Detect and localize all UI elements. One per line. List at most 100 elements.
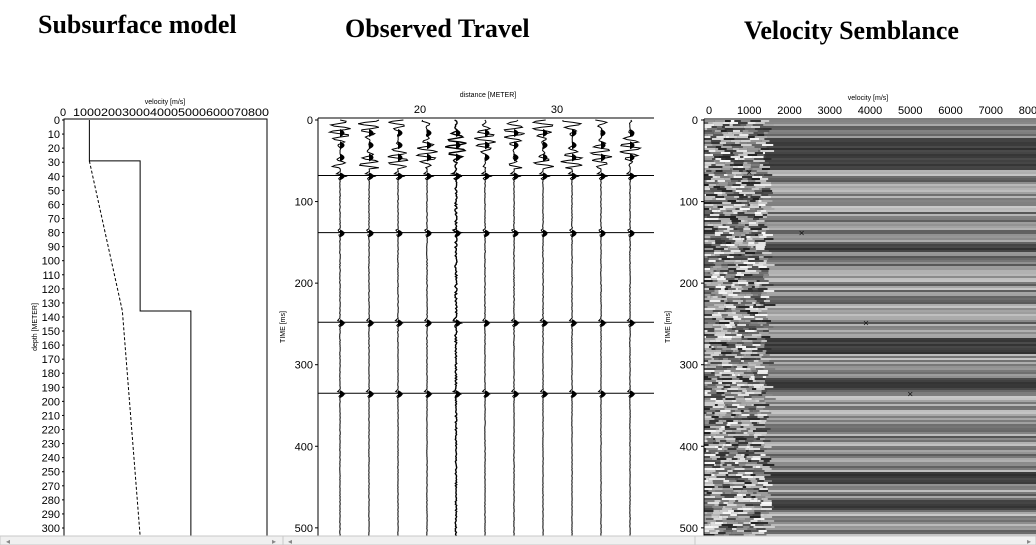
semblance-noise	[713, 226, 719, 228]
semblance-noise	[704, 124, 715, 126]
semblance-noise	[754, 128, 763, 130]
semblance-noise	[723, 262, 734, 264]
semblance-noise	[710, 222, 721, 224]
semblance-noise	[713, 508, 723, 510]
subsurface-y-tick-label: 250	[42, 467, 60, 479]
semblance-band	[749, 152, 1036, 154]
semblance-noise	[704, 384, 708, 386]
semblance-scroll-right-arrow-icon[interactable]: ▸	[1027, 537, 1031, 545]
semblance-noise	[732, 254, 739, 256]
traces-y-tick-label: 200	[295, 278, 313, 290]
semblance-noise	[746, 184, 754, 186]
traces-scroll-left-arrow-icon[interactable]: ◂	[288, 537, 292, 545]
semblance-noise	[733, 212, 738, 214]
semblance-noise	[740, 234, 746, 236]
semblance-noise	[714, 304, 724, 306]
semblance-noise	[735, 240, 744, 242]
semblance-noise	[763, 384, 767, 386]
semblance-noise	[755, 262, 759, 264]
semblance-band	[749, 534, 1036, 536]
semblance-noise	[704, 470, 707, 472]
semblance-noise	[759, 184, 772, 186]
semblance-band	[749, 522, 1036, 524]
semblance-noise	[736, 498, 743, 500]
semblance-noise	[723, 466, 735, 468]
semblance-noise	[753, 246, 756, 248]
semblance-noise	[712, 512, 723, 514]
semblance-noise	[735, 440, 739, 442]
semblance-noise	[711, 220, 721, 222]
semblance-band	[749, 380, 1036, 382]
semblance-noise	[747, 148, 759, 150]
semblance-noise	[737, 212, 745, 214]
semblance-noise	[746, 240, 755, 242]
semblance-noise	[752, 342, 761, 344]
semblance-band	[749, 168, 1036, 170]
sem-x-tick-label: 0	[706, 105, 712, 117]
semblance-noise	[744, 254, 753, 256]
semblance-noise	[726, 350, 734, 352]
semblance-noise	[738, 464, 746, 466]
semblance-noise	[750, 354, 760, 356]
semblance-noise	[736, 150, 748, 152]
semblance-noise	[704, 466, 713, 468]
semblance-noise	[713, 344, 722, 346]
semblance-noise	[711, 492, 723, 494]
semblance-noise	[755, 186, 766, 188]
semblance-noise	[742, 524, 751, 526]
semblance-noise	[711, 170, 716, 172]
semblance-noise	[737, 388, 747, 390]
semblance-noise	[740, 410, 744, 412]
semblance-scrollbar[interactable]	[694, 535, 1036, 545]
semblance-noise	[714, 446, 719, 448]
semblance-band	[749, 326, 1036, 328]
semblance-noise	[713, 252, 725, 254]
semblance-noise	[753, 386, 761, 388]
sem-y-tick-label: 200	[680, 278, 698, 290]
subsurface-scrollbar[interactable]	[0, 535, 284, 545]
semblance-noise	[738, 462, 746, 464]
semblance-noise	[755, 248, 765, 250]
semblance-noise	[763, 526, 775, 528]
semblance-noise	[740, 198, 744, 200]
traces-y-tick-label: 100	[295, 197, 313, 209]
semblance-noise	[704, 432, 711, 434]
semblance-noise	[761, 292, 767, 294]
semblance-noise	[763, 254, 773, 256]
semblance-noise	[738, 446, 747, 448]
scroll-right-arrow-icon[interactable]: ▸	[272, 537, 276, 545]
semblance-noise	[733, 126, 744, 128]
subsurface-y-tick-label: 110	[42, 270, 60, 282]
traces-scrollbar[interactable]	[282, 535, 696, 545]
semblance-noise	[761, 494, 771, 496]
semblance-noise	[750, 362, 763, 364]
semblance-noise	[734, 466, 740, 468]
semblance-noise	[731, 310, 741, 312]
semblance-noise	[748, 460, 752, 462]
semblance-noise	[750, 368, 757, 370]
semblance-noise	[763, 300, 770, 302]
semblance-band	[749, 392, 1036, 394]
trace-peak-fill	[601, 390, 606, 399]
semblance-noise	[704, 346, 710, 348]
semblance-noise	[735, 350, 739, 352]
semblance-noise	[718, 292, 728, 294]
semblance-noise	[713, 270, 717, 272]
scroll-left-arrow-icon[interactable]: ◂	[6, 537, 10, 545]
semblance-noise	[737, 416, 748, 418]
semblance-noise	[722, 166, 733, 168]
semblance-noise	[755, 496, 766, 498]
semblance-noise	[732, 184, 741, 186]
semblance-noise	[739, 200, 748, 202]
semblance-noise	[750, 310, 762, 312]
semblance-noise	[713, 172, 726, 174]
semblance-noise	[748, 454, 761, 456]
semblance-noise	[759, 410, 769, 412]
semblance-noise	[752, 294, 758, 296]
sem-y-tick-label: 400	[680, 441, 698, 453]
semblance-noise	[760, 126, 766, 128]
semblance-noise	[751, 378, 755, 380]
semblance-noise	[748, 328, 752, 330]
semblance-noise	[728, 474, 736, 476]
semblance-noise	[725, 404, 728, 406]
